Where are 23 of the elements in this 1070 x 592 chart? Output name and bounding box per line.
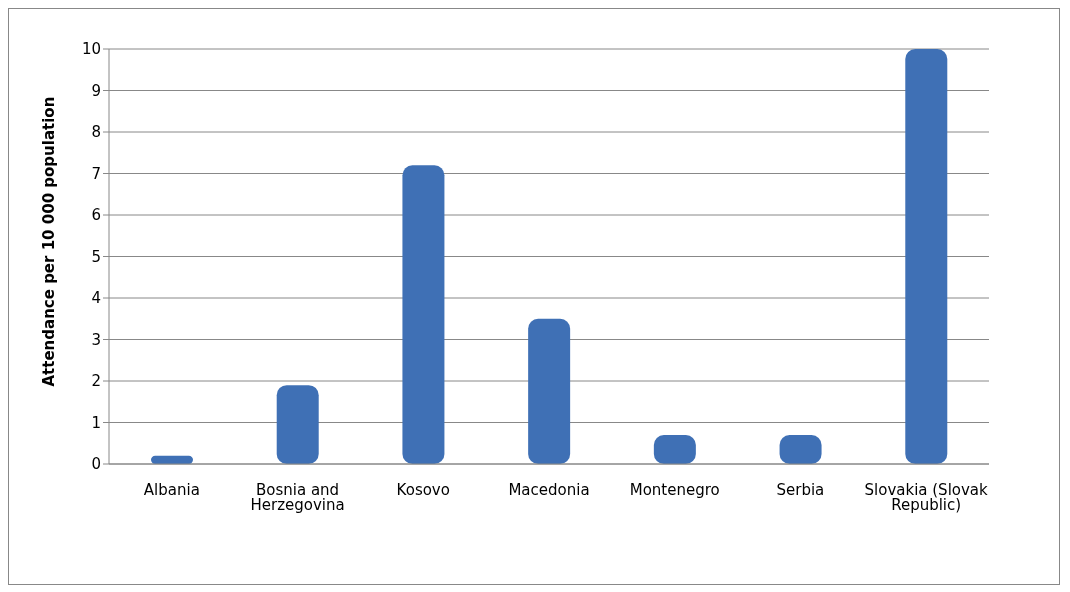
y-tick-label: 2 xyxy=(91,372,101,391)
y-tick-label: 4 xyxy=(91,289,101,308)
y-tick-label: 7 xyxy=(91,164,101,183)
bar xyxy=(402,165,445,464)
y-tick-label: 1 xyxy=(91,413,101,432)
y-tick-label: 5 xyxy=(91,247,101,266)
x-tick-label: Serbia xyxy=(776,480,825,499)
y-tick-label: 9 xyxy=(91,81,101,100)
y-axis-title: Attendance per 10 000 population xyxy=(40,96,59,387)
x-tick-label: Kosovo xyxy=(396,480,450,499)
bar xyxy=(528,318,571,464)
x-tick-label: Bosnia and Herzegovina xyxy=(250,480,345,514)
x-tick-label: Macedonia xyxy=(508,480,590,499)
x-tick-label: Albania xyxy=(143,480,200,499)
bar xyxy=(905,49,948,464)
y-tick-label: 6 xyxy=(91,206,101,225)
y-tick-label: 0 xyxy=(91,455,101,474)
x-tick-label: Montenegro xyxy=(629,480,720,499)
x-tick-label: Slovakia (Slovak Republic) xyxy=(864,480,989,514)
y-tick-label: 8 xyxy=(91,123,101,142)
bar xyxy=(276,385,319,464)
y-tick-label: 3 xyxy=(91,330,101,349)
y-tick-label: 10 xyxy=(81,40,101,59)
